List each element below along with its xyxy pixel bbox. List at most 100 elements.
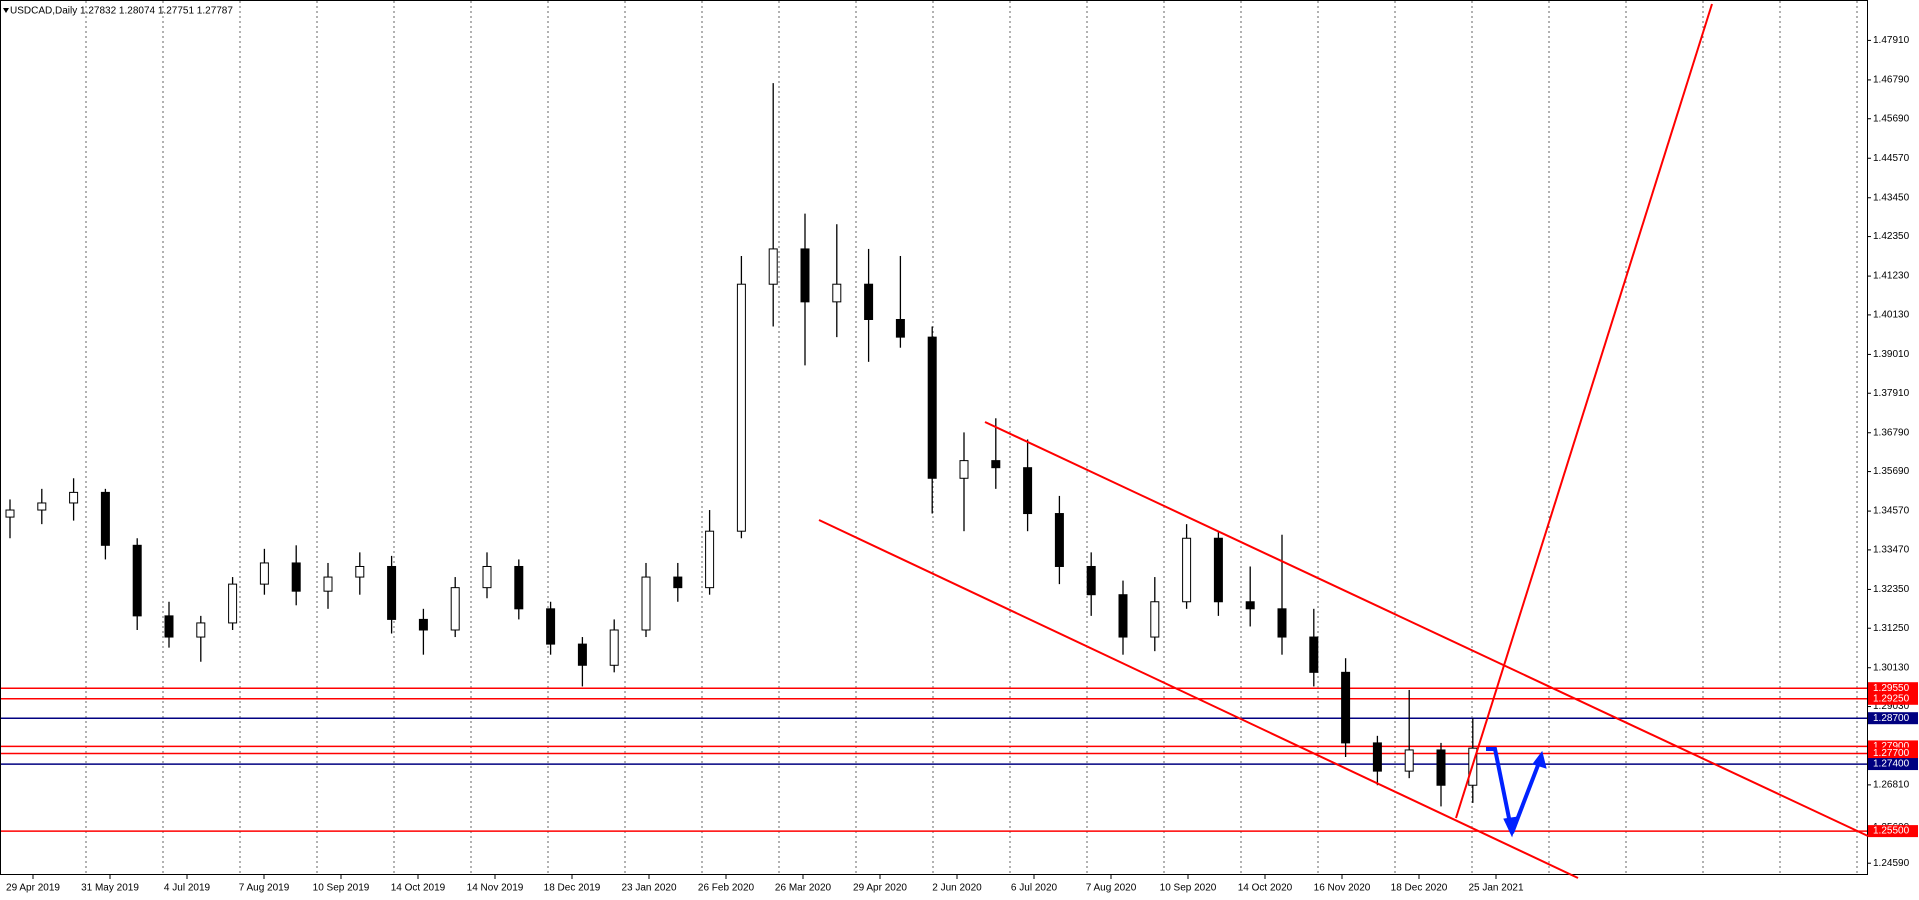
y-tick-label: 1.35690: [1873, 466, 1910, 477]
candle-body: [1023, 467, 1033, 515]
candle-body: [895, 318, 905, 338]
candle-body: [1436, 749, 1446, 786]
candles: [5, 83, 1478, 807]
y-tick-label: 1.46790: [1873, 75, 1910, 86]
grid: [85, 1, 1858, 875]
channel-upper: [984, 421, 1869, 837]
x-tick-label: 14 Oct 2020: [1238, 883, 1293, 894]
arrow-up: [1510, 759, 1542, 834]
level-label: 1.25500: [1873, 826, 1910, 837]
y-tick-label: 1.32350: [1873, 584, 1910, 595]
y-tick-label: 1.33470: [1873, 545, 1910, 556]
x-tick-label: 26 Mar 2020: [775, 883, 832, 894]
x-tick-label: 25 Jan 2021: [1468, 883, 1523, 894]
candle-body: [100, 491, 110, 546]
channel-lower: [818, 519, 1579, 879]
x-tick-label: 31 May 2019: [81, 883, 139, 894]
candle-body: [387, 565, 397, 620]
x-tick-label: 10 Sep 2019: [313, 883, 370, 894]
candle-body: [1213, 537, 1223, 603]
level-label-box: [1868, 712, 1918, 725]
x-tick-label: 4 Jul 2019: [164, 883, 211, 894]
chart-title: USDCAD,Daily 1.27832 1.28074 1.27751 1.2…: [10, 6, 233, 17]
x-tick-label: 16 Nov 2020: [1314, 883, 1371, 894]
x-tick-label: 26 Feb 2020: [698, 883, 755, 894]
level-label-box: [1868, 825, 1918, 838]
candle-body: [450, 587, 460, 631]
x-tick-label: 14 Nov 2019: [467, 883, 524, 894]
candle-body: [768, 248, 778, 285]
axis: 29 Apr 2019 31 May 2019 4 Jul 2019 7 Aug 20…: [6, 35, 1918, 894]
y-tick-label: 1.44570: [1873, 153, 1910, 164]
candle-body: [1372, 742, 1382, 772]
candle-body: [37, 502, 47, 511]
y-tick-label: 1.43450: [1873, 192, 1910, 203]
y-tick-label: 1.34570: [1873, 506, 1910, 517]
x-tick-label: 6 Jul 2020: [1011, 883, 1058, 894]
x-tick-label: 23 Jan 2020: [621, 883, 676, 894]
candle-body: [1309, 636, 1319, 673]
y-tick-label: 1.24590: [1873, 858, 1910, 869]
x-tick-label: 18 Dec 2020: [1391, 883, 1448, 894]
y-tick-label: 1.30130: [1873, 662, 1910, 673]
candle-body: [196, 622, 206, 638]
y-tick-label: 1.42350: [1873, 231, 1910, 242]
candle-body: [991, 460, 1001, 469]
candle-body: [5, 509, 15, 518]
candle-body: [1086, 565, 1096, 596]
candle-body: [546, 608, 556, 645]
candle-body: [673, 576, 683, 589]
y-tick-label: 1.31250: [1873, 623, 1910, 634]
y-tick-label: 1.40130: [1873, 310, 1910, 321]
x-tick-label: 29 Apr 2020: [853, 883, 907, 894]
candle-body: [514, 565, 524, 610]
annotations: [818, 3, 1869, 879]
candle-body: [1277, 608, 1287, 638]
level-label: 1.29250: [1873, 693, 1910, 704]
blue-arrows: [1486, 747, 1547, 838]
levels: [1, 687, 1867, 832]
candle-body: [132, 544, 142, 617]
candle-body: [609, 629, 619, 666]
level-label: 1.27400: [1873, 759, 1910, 770]
y-tick-label: 1.36790: [1873, 427, 1910, 438]
level-label-box: [1868, 682, 1918, 695]
trend-line: [1455, 3, 1713, 819]
candle-body: [1341, 671, 1351, 744]
x-tick-label: 10 Sep 2020: [1160, 883, 1217, 894]
level-label: 1.27700: [1873, 748, 1910, 759]
candle-body: [482, 565, 492, 589]
candle-body: [1404, 749, 1414, 772]
candle-body: [800, 248, 810, 303]
candle-body: [1245, 601, 1255, 610]
y-tick-label: 1.47910: [1873, 35, 1910, 46]
candle-body: [164, 615, 174, 638]
candle-body: [1118, 594, 1128, 638]
candle-body: [832, 283, 842, 303]
candle-body: [705, 530, 715, 589]
candle-body: [959, 460, 969, 479]
candle-body: [1182, 537, 1192, 603]
candle-body: [259, 562, 269, 585]
arrow-down: [1486, 747, 1514, 834]
candle-body: [418, 618, 428, 631]
level-label-box: [1868, 692, 1918, 705]
candle-body: [927, 336, 937, 479]
candle-body: [577, 643, 587, 666]
candle-body: [291, 562, 301, 592]
candle-body: [864, 283, 874, 320]
level-label-box: [1868, 747, 1918, 760]
x-tick-label: 2 Jun 2020: [932, 883, 982, 894]
title-arrow: [3, 8, 9, 13]
candle-body: [641, 576, 651, 631]
x-tick-label: 7 Aug 2019: [239, 883, 290, 894]
y-tick-label: 1.41230: [1873, 271, 1910, 282]
x-tick-label: 18 Dec 2019: [544, 883, 601, 894]
y-tick-label: 1.26810: [1873, 780, 1910, 791]
candle-body: [355, 565, 365, 578]
candle-body: [736, 283, 746, 532]
candle-body: [69, 491, 79, 504]
y-tick-label: 1.45690: [1873, 113, 1910, 124]
